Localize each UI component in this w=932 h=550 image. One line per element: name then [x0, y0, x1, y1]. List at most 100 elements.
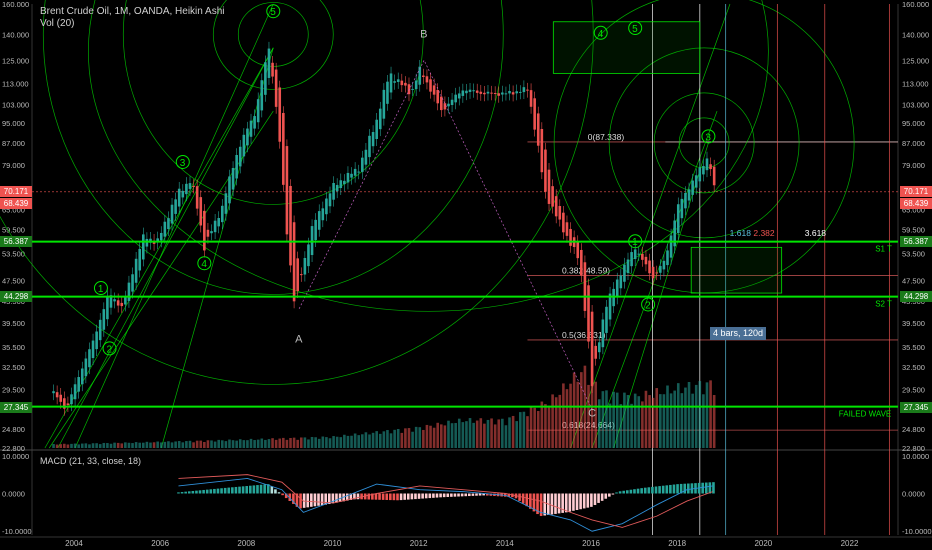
chart-title: Brent Crude Oil, 1M, OANDA, Heikin Ashi — [40, 6, 225, 17]
volume-bar — [88, 444, 91, 448]
volume-bar — [454, 423, 457, 448]
candle-body — [84, 358, 88, 377]
candle-body — [299, 274, 303, 276]
volume-bar — [461, 422, 465, 448]
candle-body — [554, 196, 558, 217]
volume-bar — [235, 440, 238, 448]
x-tick-label: 2010 — [324, 539, 342, 548]
macd-y-tick-right: -10.0000 — [902, 527, 932, 536]
macd-signal-line — [178, 474, 713, 528]
candle-body — [461, 90, 465, 96]
candle-body — [55, 392, 59, 398]
volume-bar — [307, 439, 310, 448]
volume-bar — [651, 397, 655, 448]
volume-bar — [572, 372, 576, 448]
candle-body — [231, 167, 235, 190]
y-tick-label-left: 65.000 — [2, 205, 25, 214]
macd-histogram-bar — [238, 486, 241, 494]
candle-body — [619, 275, 623, 289]
macd-histogram-bar — [270, 486, 274, 494]
fib-level-label: 0.5(36.631) — [562, 330, 606, 340]
price-tag-current-1: 70.171 — [900, 186, 932, 197]
wave-label-text: B — [420, 29, 427, 41]
wave-label-text: 4 — [598, 29, 604, 40]
macd-histogram-bar — [403, 493, 406, 500]
candle-body — [659, 266, 662, 273]
candle-body — [673, 220, 676, 247]
volume-bar — [544, 404, 547, 448]
macd-histogram-bar — [288, 493, 292, 502]
volume-bar — [109, 443, 113, 448]
volume-bar — [522, 411, 526, 448]
volume-bar — [655, 388, 659, 448]
macd-histogram-bar — [313, 493, 317, 507]
candle-body — [666, 250, 669, 266]
macd-histogram-bar — [554, 493, 557, 514]
volume-bar — [55, 444, 59, 448]
macd-histogram-bar — [460, 493, 464, 497]
macd-histogram-bar — [234, 486, 238, 494]
y-tick-label-left: 29.500 — [2, 385, 25, 394]
volume-bar — [116, 442, 120, 448]
candle-body — [113, 299, 116, 302]
candle-body — [540, 128, 544, 173]
candle-body — [256, 99, 260, 123]
volume-bar — [285, 439, 289, 448]
candle-body — [587, 285, 590, 342]
candle-body — [314, 219, 317, 241]
candle-body — [490, 92, 493, 94]
volume-bar — [289, 438, 292, 448]
volume-bar — [325, 437, 328, 448]
y-tick-label-right: 47.500 — [902, 277, 925, 286]
candle-body — [170, 204, 174, 224]
volume-bar — [317, 438, 321, 448]
wave-label-text: 5 — [270, 7, 276, 18]
volume-bar — [536, 411, 540, 448]
candle-body — [217, 218, 220, 227]
volume-bar — [163, 441, 167, 448]
macd-histogram-bar — [582, 493, 586, 509]
candle-body — [328, 193, 332, 207]
volume-bar — [590, 380, 594, 448]
x-tick-label: 2018 — [668, 539, 686, 548]
volume-bar — [260, 438, 264, 448]
volume-bar — [80, 443, 84, 448]
volume-bar — [350, 435, 353, 448]
macd-histogram-bar — [575, 493, 579, 511]
candle-body — [605, 306, 608, 333]
wave-label-circle — [266, 4, 281, 19]
y-tick-label-right: 103.000 — [902, 100, 929, 109]
candle-body — [357, 171, 361, 173]
macd-histogram-bar — [572, 493, 575, 511]
volume-bar — [220, 440, 224, 448]
candle-body — [418, 66, 422, 85]
volume-bar — [515, 421, 519, 448]
candle-body — [425, 76, 429, 83]
candle-body — [594, 345, 597, 359]
candle-body — [249, 120, 253, 137]
candle-body — [580, 249, 583, 276]
volume-bar — [709, 380, 712, 448]
x-tick-label: 2008 — [237, 539, 255, 548]
candle-body — [590, 311, 594, 387]
fib-ext-label: 2.382 — [753, 228, 775, 238]
volume-bar — [210, 440, 213, 448]
wave-label-circle — [641, 297, 656, 312]
macd-histogram-bar — [284, 493, 288, 499]
candle-body — [66, 403, 70, 406]
candle-body — [220, 205, 224, 223]
candle-body — [440, 96, 443, 111]
volume-bar — [475, 420, 479, 448]
candle-body — [698, 167, 702, 182]
volume-bar — [644, 390, 648, 448]
volume-bar — [389, 433, 393, 448]
macd-histogram-bar — [241, 486, 245, 494]
candle-body — [533, 98, 536, 130]
macd-histogram-bar — [471, 493, 475, 496]
candle-body — [285, 146, 289, 235]
volume-bar — [483, 423, 486, 448]
candle-body — [317, 211, 321, 230]
candle-body — [246, 128, 249, 146]
y-tick-label-right: 95.000 — [902, 119, 925, 128]
